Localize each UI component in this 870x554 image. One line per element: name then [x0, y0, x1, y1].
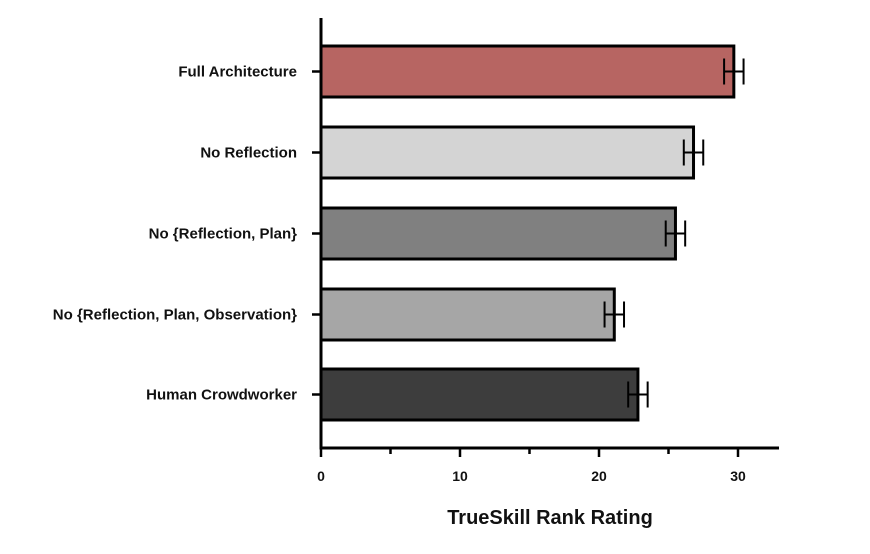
x-tick-label: 10	[452, 468, 468, 484]
x-tick-label: 0	[317, 468, 325, 484]
category-label: Human Crowdworker	[146, 387, 297, 404]
bar	[319, 206, 677, 261]
x-tick-label: 30	[730, 468, 746, 484]
bar	[319, 44, 736, 99]
category-label: No Reflection	[200, 145, 297, 162]
plot-area: 0 10 20 30 Full Architecture No Reflection No …	[53, 18, 779, 484]
bar	[319, 125, 696, 180]
x-tick-label: 20	[591, 468, 607, 484]
category-label: No {Reflection, Plan}	[149, 226, 298, 243]
x-axis-title: TrueSkill Rank Rating	[447, 507, 653, 529]
category-label: No {Reflection, Plan, Observation}	[53, 307, 297, 324]
bar	[319, 287, 616, 342]
category-label: Full Architecture	[178, 64, 297, 81]
bar	[319, 367, 640, 422]
